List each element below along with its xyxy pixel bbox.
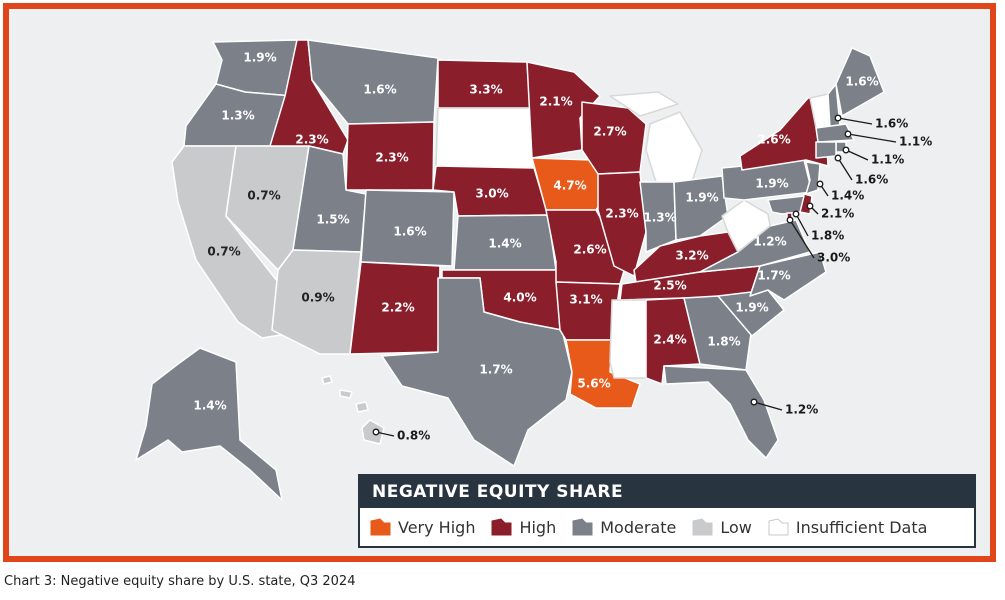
state-label-il: 2.3% bbox=[605, 207, 638, 221]
legend-swatch-very-high bbox=[370, 518, 391, 536]
state-label-mo: 2.6% bbox=[573, 243, 606, 257]
state-label-la: 5.6% bbox=[577, 377, 610, 391]
chart-caption: Chart 3: Negative equity share by U.S. s… bbox=[4, 574, 356, 589]
state-tx[interactable] bbox=[381, 277, 573, 467]
leader-line-ma bbox=[847, 133, 897, 143]
state-label-az: 0.9% bbox=[301, 291, 334, 305]
leader-dot-ma bbox=[844, 130, 852, 138]
state-label-fl: 1.2% bbox=[785, 403, 818, 417]
legend: NEGATIVE EQUITY SHARE Very High High Moder… bbox=[358, 474, 976, 548]
state-label-de: 2.1% bbox=[821, 207, 854, 221]
leader-dot-hi bbox=[372, 428, 380, 436]
state-hi[interactable] bbox=[321, 375, 385, 445]
state-label-ca: 0.7% bbox=[207, 245, 240, 259]
state-label-id: 2.3% bbox=[295, 133, 328, 147]
state-label-ga: 1.8% bbox=[707, 335, 740, 349]
state-label-nv: 0.7% bbox=[247, 189, 280, 203]
state-label-mt: 1.6% bbox=[363, 83, 396, 97]
state-label-tx: 1.7% bbox=[479, 363, 512, 377]
state-nj[interactable] bbox=[805, 161, 821, 195]
legend-item-low: Low bbox=[690, 517, 752, 537]
state-ma[interactable] bbox=[815, 123, 855, 143]
legend-item-moderate: Moderate bbox=[570, 517, 676, 537]
legend-swatch-moderate bbox=[572, 518, 593, 536]
state-label-ks: 1.4% bbox=[488, 237, 521, 251]
state-label-wy: 2.3% bbox=[375, 151, 408, 165]
state-label-pa: 1.9% bbox=[755, 177, 788, 191]
legend-label: Low bbox=[720, 517, 752, 537]
state-label-al: 2.4% bbox=[653, 333, 686, 347]
state-sd[interactable] bbox=[435, 107, 535, 169]
state-label-wi: 2.7% bbox=[593, 125, 626, 139]
legend-item-insufficient: Insufficient Data bbox=[766, 517, 928, 537]
state-label-nd: 3.3% bbox=[469, 83, 502, 97]
state-label-co: 1.6% bbox=[393, 225, 426, 239]
legend-swatch-low bbox=[692, 518, 713, 536]
legend-title: NEGATIVE EQUITY SHARE bbox=[360, 476, 974, 508]
legend-label: Very High bbox=[398, 517, 476, 537]
leader-dot-md bbox=[792, 210, 800, 218]
state-il[interactable] bbox=[597, 171, 647, 277]
leader-dot-nj bbox=[816, 180, 824, 188]
leader-line-ct bbox=[837, 157, 853, 181]
state-label-tn: 2.5% bbox=[653, 279, 686, 293]
state-label-ar: 3.1% bbox=[569, 293, 602, 307]
state-label-ak: 1.4% bbox=[193, 399, 226, 413]
legend-label: High bbox=[519, 517, 557, 537]
leader-dot-ri bbox=[842, 146, 850, 154]
leader-dot-dc bbox=[786, 216, 794, 224]
state-label-nj: 1.4% bbox=[831, 189, 864, 203]
state-fl[interactable] bbox=[663, 365, 779, 459]
legend-item-high: High bbox=[489, 517, 556, 537]
state-label-ri: 1.1% bbox=[871, 153, 904, 167]
leader-dot-fl bbox=[750, 398, 758, 406]
leader-line-nh bbox=[837, 117, 873, 125]
leader-line-dc bbox=[789, 219, 815, 259]
state-label-ky: 3.2% bbox=[675, 249, 708, 263]
state-label-oh: 1.9% bbox=[685, 191, 718, 205]
state-label-hi: 0.8% bbox=[397, 429, 430, 443]
state-label-ne: 3.0% bbox=[475, 187, 508, 201]
state-label-dc: 3.0% bbox=[817, 251, 850, 265]
state-label-sc: 1.9% bbox=[735, 301, 768, 315]
state-md[interactable] bbox=[767, 195, 805, 215]
legend-items: Very High High Moderate Low Insufficient Dat… bbox=[360, 508, 974, 546]
leader-dot-nh bbox=[834, 114, 842, 122]
state-label-mn: 2.1% bbox=[539, 95, 572, 109]
legend-label: Insufficient Data bbox=[795, 517, 928, 537]
legend-swatch-insufficient bbox=[768, 518, 789, 536]
state-label-ct: 1.6% bbox=[855, 173, 888, 187]
leader-dot-ct bbox=[834, 154, 842, 162]
state-label-ia: 4.7% bbox=[553, 179, 586, 193]
state-ms[interactable] bbox=[609, 299, 647, 379]
state-label-ok: 4.0% bbox=[503, 291, 536, 305]
state-label-ny: 2.6% bbox=[757, 133, 790, 147]
legend-label: Moderate bbox=[600, 517, 677, 537]
state-label-in: 1.3% bbox=[643, 211, 676, 225]
legend-swatch-high bbox=[491, 518, 512, 536]
state-oh[interactable] bbox=[673, 175, 729, 241]
state-label-nh: 1.6% bbox=[875, 117, 908, 131]
state-label-or: 1.3% bbox=[221, 109, 254, 123]
state-label-wa: 1.9% bbox=[243, 51, 276, 65]
leader-dot-de bbox=[806, 202, 814, 210]
leader-line-fl bbox=[753, 401, 783, 411]
state-label-nm: 2.2% bbox=[381, 301, 414, 315]
state-label-nc: 1.7% bbox=[757, 269, 790, 283]
leader-line-ri bbox=[845, 149, 869, 161]
state-label-va: 1.2% bbox=[753, 235, 786, 249]
state-label-me: 1.6% bbox=[845, 75, 878, 89]
state-co[interactable] bbox=[360, 189, 455, 267]
leader-line-md bbox=[795, 213, 809, 237]
state-label-ut: 1.5% bbox=[316, 213, 349, 227]
state-ct[interactable] bbox=[815, 141, 837, 159]
legend-item-very-high: Very High bbox=[368, 517, 475, 537]
state-label-md: 1.8% bbox=[811, 229, 844, 243]
state-me[interactable] bbox=[835, 47, 885, 117]
state-label-ma: 1.1% bbox=[899, 135, 932, 149]
state-ak[interactable] bbox=[135, 347, 283, 501]
